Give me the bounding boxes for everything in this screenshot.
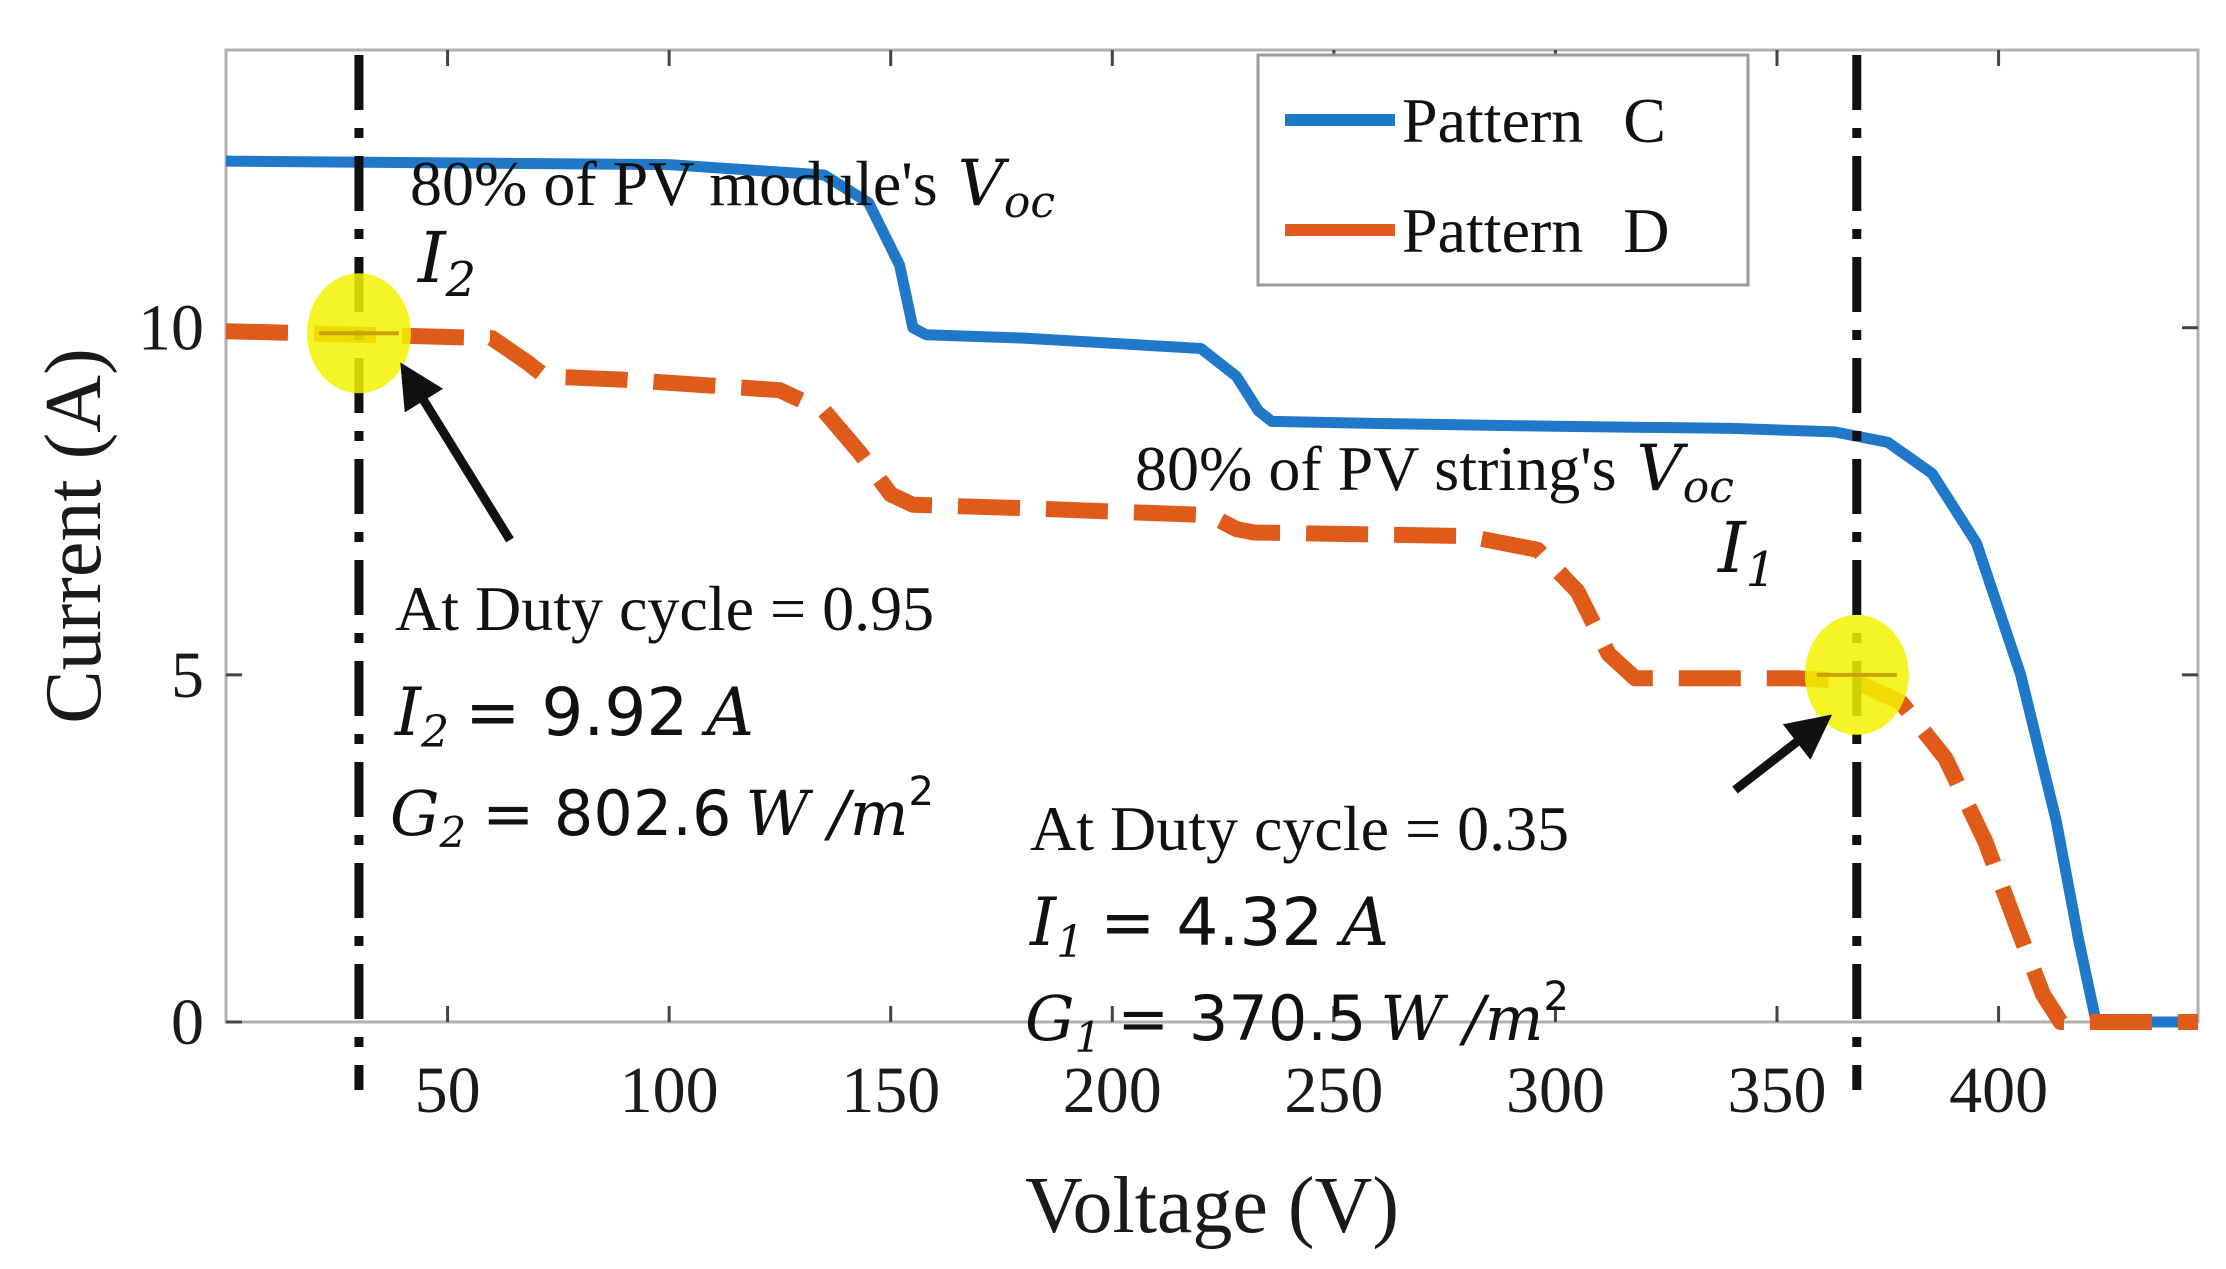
annotation-arrows [400,362,1833,794]
series-layer [225,155,2198,1030]
reference-lines [354,55,1862,1090]
annotation-i1-value: I1 = 4.32 A [1029,884,1389,968]
y-tick-label: 5 [171,639,204,712]
annotation-duty-035-text: At Duty cycle = 0.35 [1030,793,1569,864]
x-tick-label: 400 [1949,1054,2048,1127]
series-line-pattern-d [225,323,2198,1030]
legend-box [1256,53,1750,287]
x-tick-label: 150 [841,1054,940,1127]
plot-frame [224,48,2200,1024]
annotation-duty-095: At Duty cycle = 0.95 I2 = 9.92 A G2 = 802.6… [390,573,934,857]
series-line-pattern-c [225,155,2198,1028]
legend-label-pattern-d: Pattern D [1402,195,1670,266]
y-axis-label: Current (A) [30,348,118,723]
annotation-duty-035: At Duty cycle = 0.35 I1 = 4.32 A G1 = 370.5… [1025,793,1569,1062]
legend: Pattern C Pattern D [1256,53,1750,287]
x-tick-label: 50 [415,1054,481,1127]
y-tick-label: 10 [138,292,204,365]
axis-ticks: 50 100 150 200 250 300 350 400 0 5 10 [138,50,2198,1127]
operating-point-markers [306,273,1909,735]
annotation-g1-value: G1 = 370.5 W /m2 [1025,974,1569,1062]
x-tick-label: 300 [1506,1054,1605,1127]
marker-label-i2: I2 [416,217,476,308]
x-tick-label: 200 [1063,1054,1162,1127]
arrow-to-i1 [1732,714,1833,794]
x-tick-label: 250 [1284,1054,1383,1127]
annotation-duty-095-text: At Duty cycle = 0.95 [395,573,934,644]
ref-label-module-voc: 80% of PV module's Voc [410,147,1055,228]
annotation-g2-value: G2 = 802.6 W /m2 [390,769,934,857]
marker-label-i1: I1 [1716,507,1776,598]
x-axis-label: Voltage (V) [1025,1162,1399,1250]
y-tick-label: 0 [171,986,204,1059]
arrow-to-i2 [400,362,514,543]
x-tick-label: 100 [620,1054,719,1127]
annotation-i2-value: I2 = 9.92 A [394,674,754,758]
x-tick-label: 350 [1728,1054,1827,1127]
ref-label-string-voc: 80% of PV string's Voc [1135,432,1734,513]
legend-label-pattern-c: Pattern C [1402,85,1666,156]
